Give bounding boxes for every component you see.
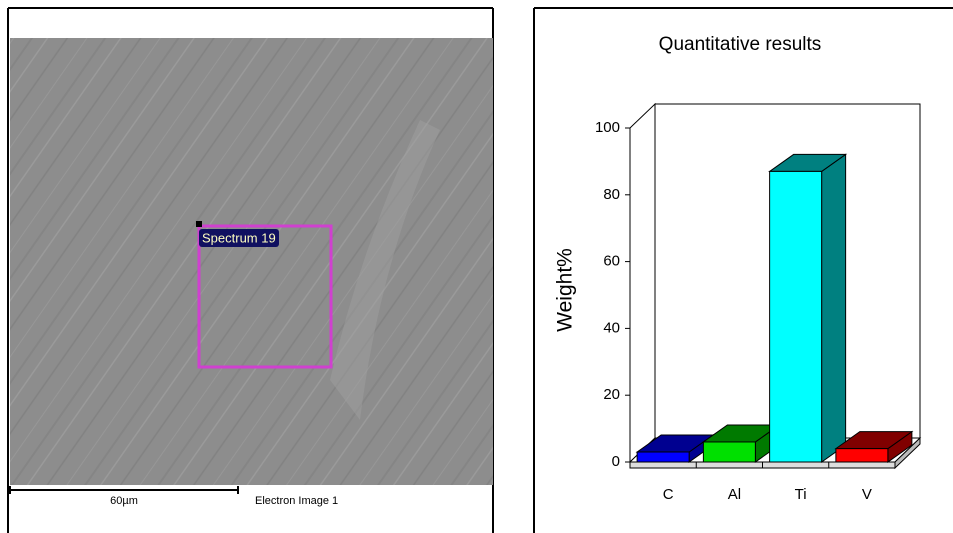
scale-bar <box>9 486 239 494</box>
spectrum-region <box>197 224 333 369</box>
bar <box>636 451 690 463</box>
region-marker <box>196 221 202 227</box>
chart-title: Quantitative results <box>659 34 822 55</box>
y-axis-label: Weight% <box>554 248 577 332</box>
bar-side <box>821 153 847 463</box>
image-caption: Electron Image 1 <box>255 495 338 507</box>
bar <box>769 170 823 463</box>
x-tick-label: V <box>862 486 872 503</box>
image-feature <box>330 120 440 420</box>
region-label: Spectrum 19 <box>202 230 276 245</box>
x-tick-label: Ti <box>795 486 807 503</box>
y-tick-label: 100 <box>595 119 620 136</box>
y-tick-label: 0 <box>612 453 620 470</box>
y-tick-label: 60 <box>603 253 620 270</box>
scale-bar-label: 60µm <box>110 495 138 507</box>
y-tick-label: 20 <box>603 386 620 403</box>
bar <box>835 448 889 463</box>
region-label-box <box>199 229 279 247</box>
x-tick-label: Al <box>728 486 741 503</box>
side-wall <box>629 102 656 464</box>
bar <box>702 441 756 463</box>
y-tick-label: 80 <box>603 186 620 203</box>
electron-image <box>10 38 493 485</box>
chart-panel: Quantitative results Weight% 0 20 40 60 80 10… <box>533 7 953 533</box>
y-tick-label: 40 <box>603 319 620 336</box>
image-panel: Spectrum 19 60µm Electron Image 1 <box>7 7 494 533</box>
x-tick-label: C <box>663 486 674 503</box>
